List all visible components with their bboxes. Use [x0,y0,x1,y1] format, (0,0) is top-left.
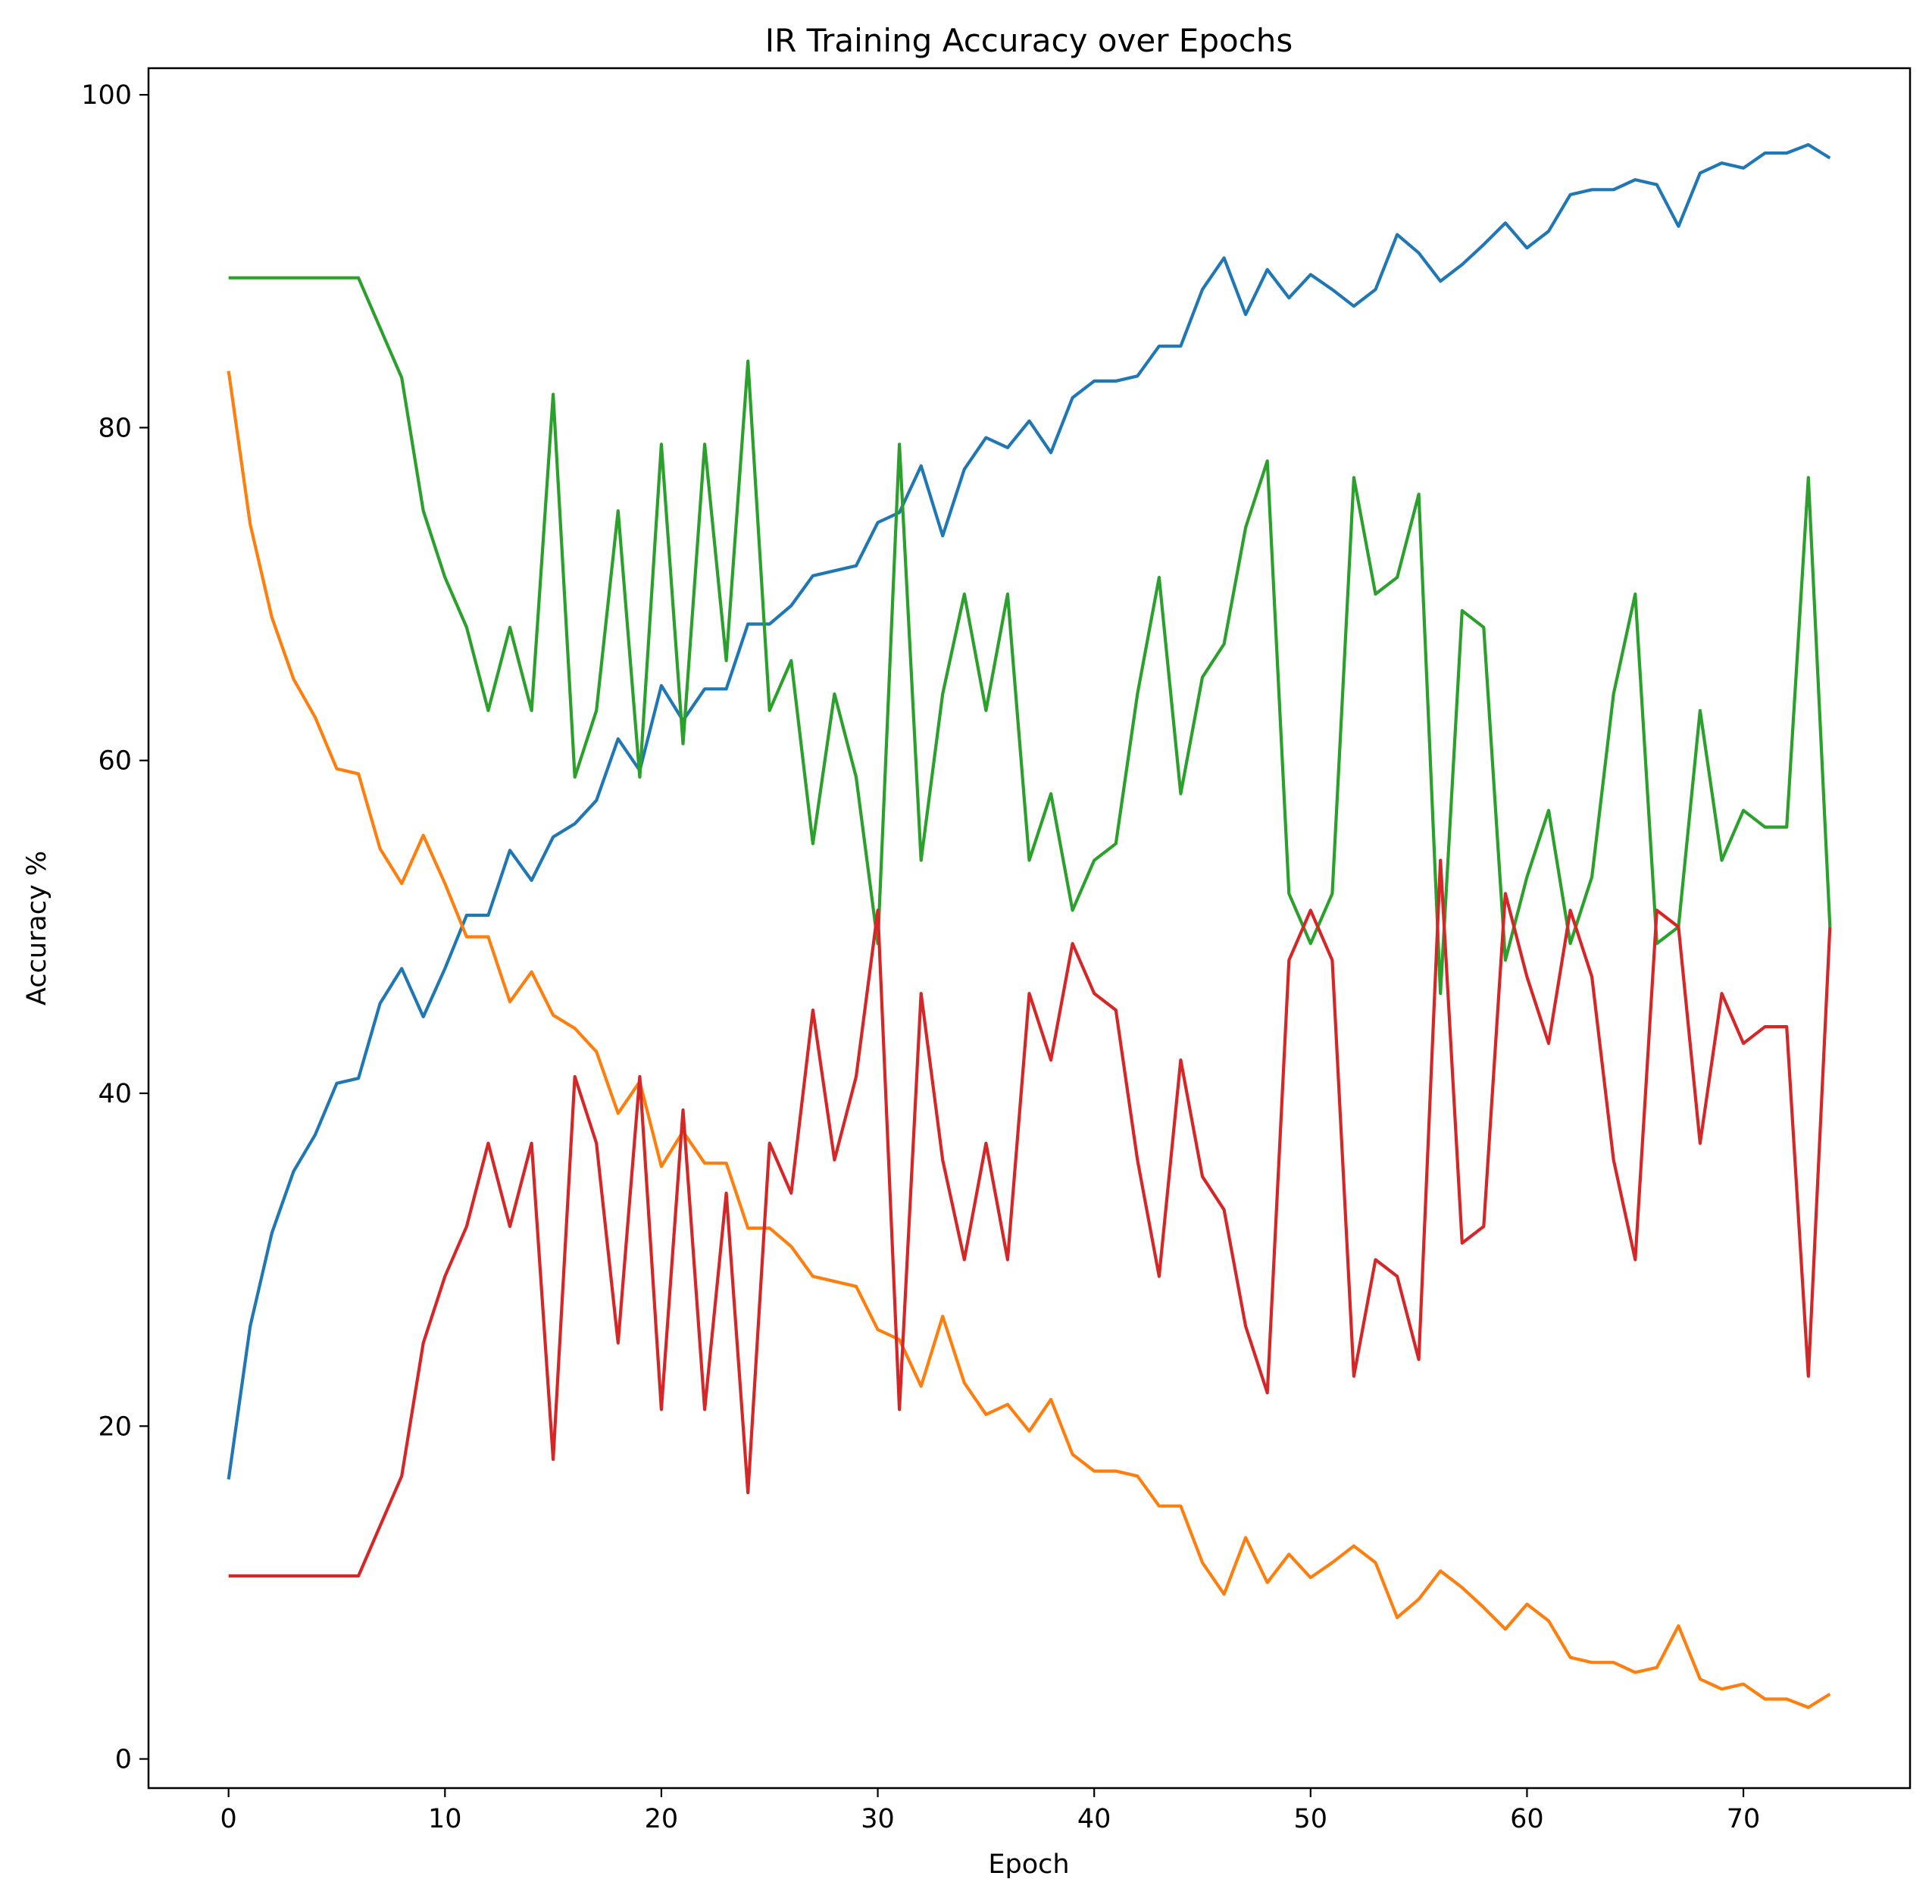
y-tick-label: 0 [115,1745,132,1775]
x-tick-label: 60 [1510,1804,1544,1834]
x-tick-label: 30 [861,1804,895,1834]
y-axis-label: Accuracy % [22,851,52,1005]
x-tick-label: 40 [1077,1804,1111,1834]
series-layer [227,142,1832,1709]
x-axis-label: Epoch [988,1849,1069,1880]
series-line-4 [228,858,1832,1578]
x-tick-label: 10 [428,1804,462,1834]
y-tick-label: 40 [98,1079,132,1109]
y-tick-label: 100 [81,80,132,111]
chart-title: IR Training Accuracy over Epochs [765,22,1293,59]
series-line-2 [227,370,1831,1709]
y-tick-label: 80 [98,413,132,443]
x-tick-label: 0 [220,1804,237,1834]
y-axis: 0 20 40 60 80 100 [81,80,148,1775]
x-tick-label: 50 [1294,1804,1328,1834]
y-tick-label: 60 [98,746,132,777]
series-line-3 [228,276,1832,996]
x-axis: 0 10 20 30 40 50 60 70 [220,1788,1761,1834]
y-tick-label: 20 [98,1412,132,1442]
x-tick-label: 70 [1727,1804,1761,1834]
series-line-1 [227,142,1831,1480]
plot-frame [147,67,1912,1790]
x-tick-label: 20 [645,1804,679,1834]
